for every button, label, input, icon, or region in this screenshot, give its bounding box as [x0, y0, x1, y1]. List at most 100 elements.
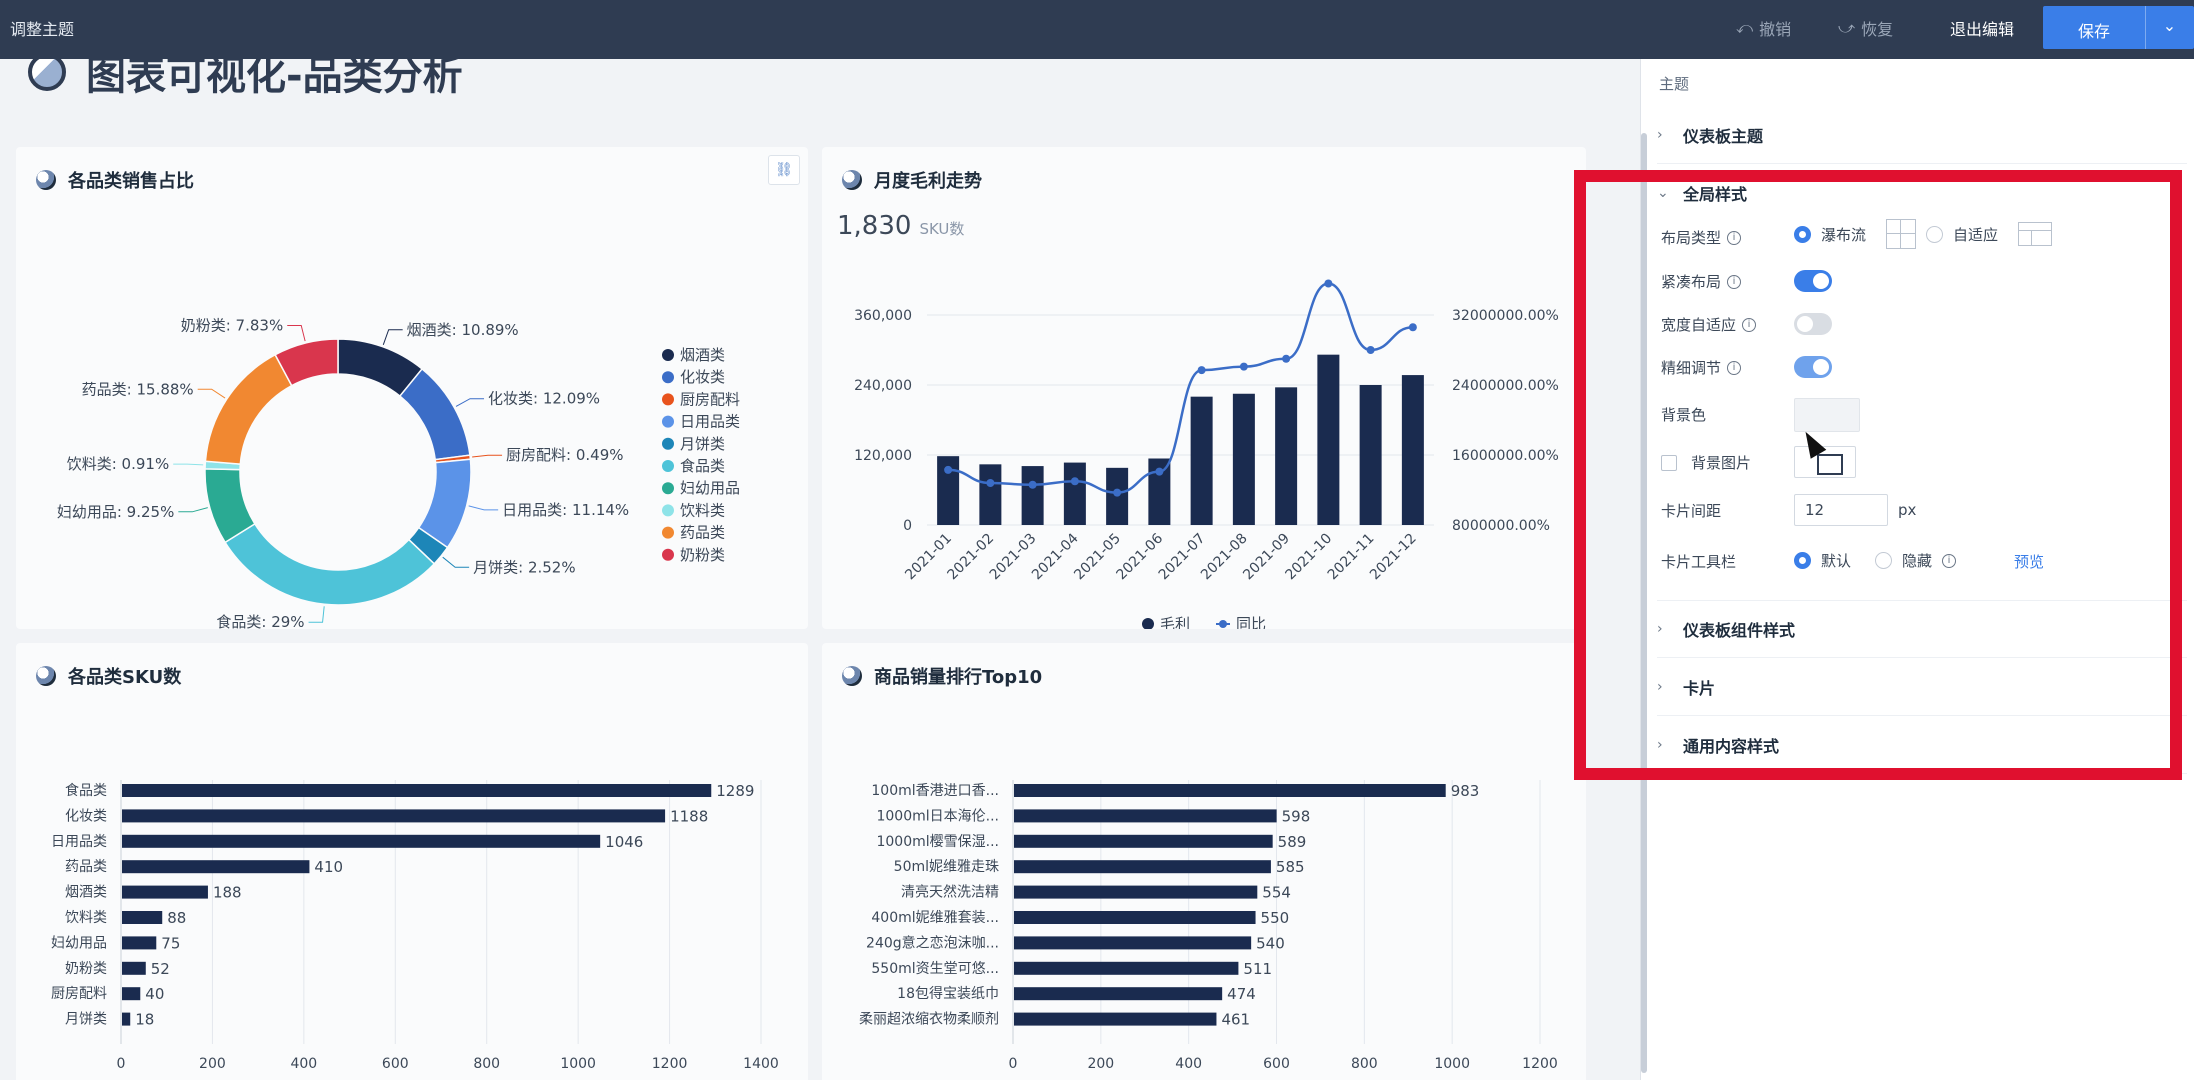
save-button[interactable]: 保存 ⌄	[2043, 6, 2194, 49]
info-icon[interactable]: i	[1742, 317, 1757, 332]
bg-image-checkbox[interactable]	[1661, 454, 1677, 471]
x-tick: 0	[1009, 1056, 1018, 1072]
image-upload-icon[interactable]	[1794, 446, 1856, 478]
legend-marker	[1219, 620, 1227, 628]
card-category-sku[interactable]: 各品类SKU数 0 200 400 600 800 1000 1200 1400 食品类 1289…	[16, 643, 808, 1080]
kpi-unit: SKU数	[919, 220, 965, 238]
legend-marker	[662, 371, 674, 384]
y-tick: 550ml资生堂可悠...	[871, 961, 999, 977]
y-tick: 50ml妮维雅走珠	[894, 859, 999, 875]
x-tick: 800	[1351, 1056, 1378, 1072]
link-icon[interactable]: ⛓	[768, 155, 800, 185]
donut-slice	[274, 338, 339, 387]
section-card[interactable]: › 卡片	[1657, 658, 2187, 716]
fine-tune-label: 精细调节	[1661, 359, 1722, 377]
section-component-style[interactable]: › 仪表板组件样式	[1657, 600, 2187, 658]
y-tick: 奶粉类	[65, 961, 107, 977]
chevron-right-icon: ›	[1657, 736, 1663, 753]
compact-row: 紧凑布局 i	[1661, 271, 1742, 292]
combo-chart: 0 8000000.00% 120,000 16000000.00% 240,000 24…	[854, 279, 1559, 629]
redo-button[interactable]: ⤻ 恢复	[1838, 16, 1893, 40]
preview-link[interactable]: 预览	[2014, 553, 2045, 571]
card-top10-sales[interactable]: 商品销量排行Top10 0 200 400 600 800 1000 1200 100ml香港…	[822, 643, 1586, 1080]
radio-waterfall[interactable]	[1794, 225, 1811, 243]
fine-tune-toggle[interactable]	[1794, 356, 1832, 378]
y-tick: 化妆类	[65, 808, 107, 824]
theme-panel: 主题 › 仪表板主题 ⌄ 全局样式 布局类型 i 瀑布流 自适应 紧凑布局 i …	[1640, 59, 2194, 1080]
y-tick: 100ml香港进口香...	[871, 783, 999, 799]
legend-label: 月饼类	[680, 435, 725, 453]
bar	[122, 961, 146, 975]
line-point	[1239, 362, 1248, 371]
bar	[979, 464, 1002, 525]
bar	[1401, 375, 1424, 525]
bar	[1190, 396, 1213, 525]
bar	[1014, 809, 1277, 823]
radio-default-label: 默认	[1821, 552, 1852, 570]
x-tick: 1400	[743, 1056, 779, 1072]
info-icon[interactable]: i	[1942, 553, 1957, 568]
legend-label: 饮料类	[680, 501, 725, 519]
save-divider	[2145, 6, 2146, 49]
info-icon[interactable]: i	[1727, 230, 1742, 245]
legend-label: 同比	[1236, 615, 1266, 629]
data-label: 1289	[716, 782, 754, 800]
bar	[122, 987, 141, 1001]
card-category-share[interactable]: 各品类销售占比 ⛓ 烟酒类: 10.89% 化妆类: 12.09% 厨房配料: 0.…	[16, 147, 808, 629]
bar	[1014, 987, 1223, 1001]
radio-default[interactable]	[1794, 552, 1811, 569]
chevron-right-icon: ›	[1657, 678, 1663, 695]
card-gap-unit: px	[1898, 501, 1917, 519]
donut-label: 药品类: 15.88%	[82, 380, 194, 398]
donut-label: 食品类: 29%	[216, 613, 304, 629]
legend-label: 食品类	[680, 457, 725, 475]
chevron-down-icon[interactable]: ⌄	[2162, 16, 2177, 35]
donut-label: 日用品类: 11.14%	[502, 501, 629, 519]
donut-label: 化妆类: 12.09%	[488, 390, 600, 408]
compact-label: 紧凑布局	[1661, 273, 1722, 291]
undo-label: 撤销	[1759, 20, 1792, 39]
waterfall-layout-icon	[1886, 219, 1917, 249]
compact-toggle[interactable]	[1794, 270, 1832, 292]
info-icon[interactable]: i	[1727, 274, 1742, 289]
section-dashboard-theme[interactable]: › 仪表板主题	[1657, 106, 2187, 164]
info-icon[interactable]: i	[1727, 360, 1742, 375]
line-point	[1113, 488, 1122, 497]
card-gap-control: 12 px	[1794, 494, 1916, 526]
donut-slice	[224, 522, 436, 606]
card-header: 各品类SKU数	[36, 663, 181, 689]
card-monthly-profit[interactable]: 月度毛利走势 1,830 SKU数 0 8000000.00% 120,000 160…	[822, 147, 1586, 629]
donut-leader-line	[382, 329, 403, 345]
panel-scrollbar[interactable]	[1641, 133, 1647, 1073]
kpi: 1,830 SKU数	[837, 211, 964, 241]
radio-adaptive[interactable]	[1926, 225, 1944, 243]
donut-label: 妇幼用品: 9.25%	[57, 503, 174, 521]
legend-label: 毛利	[1160, 615, 1190, 629]
bg-color-swatch[interactable]	[1794, 398, 1860, 432]
bg-image-control	[1794, 446, 1856, 478]
exit-edit-button[interactable]: 退出编辑	[1950, 16, 2014, 40]
x-tick: 1200	[1522, 1056, 1558, 1072]
legend-marker	[662, 526, 674, 539]
fine-tune-control	[1794, 356, 1832, 378]
legend-marker	[662, 393, 674, 406]
radio-hide[interactable]	[1875, 552, 1893, 569]
line-point	[1324, 279, 1333, 288]
x-tick: 1000	[1434, 1056, 1470, 1072]
card-gap-input[interactable]: 12	[1794, 494, 1888, 526]
x-tick: 600	[382, 1056, 409, 1072]
section-global-style[interactable]: ⌄ 全局样式	[1657, 164, 2187, 222]
width-adapt-toggle[interactable]	[1794, 313, 1832, 335]
dashboard-title: 图表可视化-品类分析	[28, 59, 463, 101]
data-label: 589	[1278, 833, 1307, 851]
y-right-tick: 16000000.00%	[1452, 448, 1559, 464]
undo-button[interactable]: ⤺ 撤销	[1736, 16, 1791, 40]
chevron-right-icon: ›	[1657, 621, 1663, 637]
layout-type-control: 瀑布流 自适应	[1794, 219, 2053, 249]
card-toolbar-row: 卡片工具栏	[1661, 551, 1736, 572]
data-label: 461	[1221, 1011, 1250, 1029]
radio-hide-label: 隐藏	[1902, 552, 1933, 570]
y-tick: 1000ml日本海伦...	[876, 808, 999, 824]
bar	[1232, 393, 1255, 525]
y-right-tick: 8000000.00%	[1452, 518, 1550, 534]
